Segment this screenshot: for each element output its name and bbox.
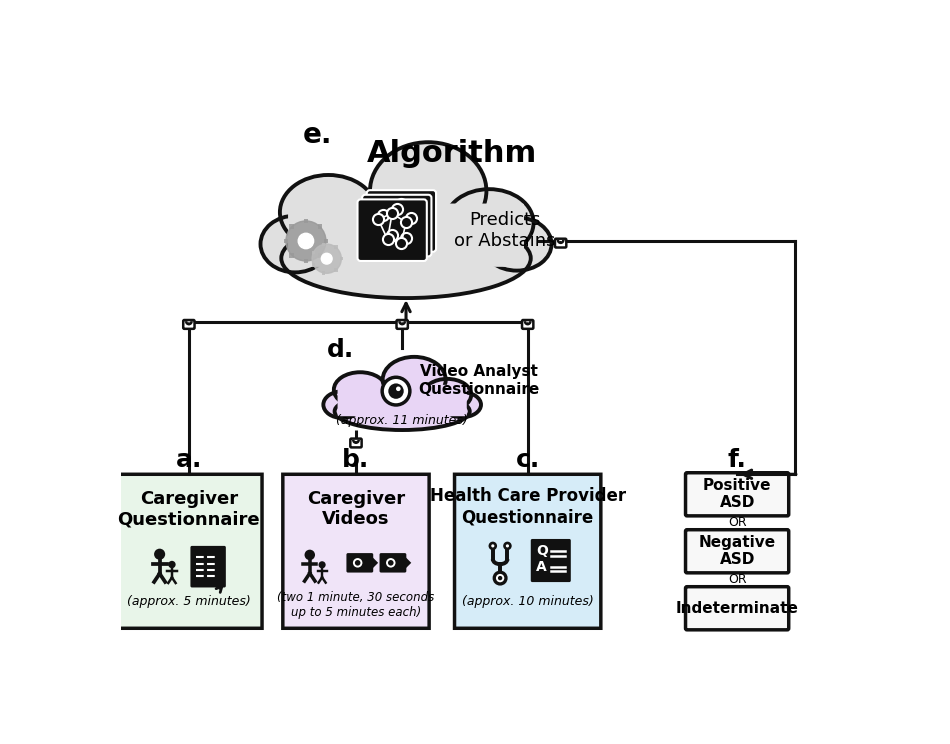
Circle shape — [382, 377, 409, 405]
Text: c.: c. — [516, 449, 540, 472]
Text: OR: OR — [728, 516, 747, 529]
FancyBboxPatch shape — [686, 530, 788, 573]
Ellipse shape — [323, 391, 361, 418]
Circle shape — [401, 322, 403, 324]
Ellipse shape — [483, 217, 552, 271]
FancyBboxPatch shape — [367, 190, 436, 251]
Circle shape — [353, 558, 362, 568]
FancyBboxPatch shape — [339, 257, 343, 260]
Circle shape — [321, 253, 332, 264]
Text: d.: d. — [327, 338, 354, 362]
Text: (approx. 10 minutes): (approx. 10 minutes) — [462, 595, 594, 608]
Ellipse shape — [445, 189, 534, 257]
FancyBboxPatch shape — [290, 225, 294, 229]
Circle shape — [504, 543, 510, 549]
Circle shape — [388, 560, 393, 565]
Text: Algorithm: Algorithm — [367, 138, 538, 167]
FancyBboxPatch shape — [522, 320, 533, 329]
Text: Health Care Provider
Questionnaire: Health Care Provider Questionnaire — [429, 487, 626, 526]
Circle shape — [396, 386, 401, 391]
Circle shape — [386, 558, 395, 568]
Polygon shape — [405, 557, 411, 569]
Ellipse shape — [370, 142, 486, 240]
Circle shape — [286, 221, 326, 261]
Ellipse shape — [260, 216, 330, 272]
Text: Negative
ASD: Negative ASD — [698, 535, 776, 568]
Text: OR: OR — [728, 574, 747, 586]
Text: (approx. 5 minutes): (approx. 5 minutes) — [127, 595, 251, 608]
FancyBboxPatch shape — [322, 243, 325, 246]
Text: Predicts
or Abstains: Predicts or Abstains — [454, 211, 556, 249]
Circle shape — [313, 244, 341, 273]
Text: (approx. 11 minutes): (approx. 11 minutes) — [336, 414, 468, 427]
FancyBboxPatch shape — [116, 474, 262, 628]
Text: Indeterminate: Indeterminate — [675, 600, 799, 616]
FancyBboxPatch shape — [283, 239, 288, 243]
FancyBboxPatch shape — [362, 195, 431, 257]
Text: (two 1 minute, 30 seconds
up to 5 minutes each): (two 1 minute, 30 seconds up to 5 minute… — [277, 591, 434, 619]
Circle shape — [298, 234, 314, 248]
Text: a.: a. — [176, 449, 202, 472]
Polygon shape — [371, 557, 378, 569]
FancyBboxPatch shape — [334, 246, 337, 249]
Circle shape — [318, 561, 326, 568]
FancyBboxPatch shape — [380, 553, 407, 573]
FancyBboxPatch shape — [317, 225, 322, 229]
Text: b.: b. — [342, 449, 370, 472]
Circle shape — [490, 543, 496, 549]
FancyBboxPatch shape — [183, 320, 195, 329]
FancyBboxPatch shape — [334, 269, 337, 272]
Circle shape — [154, 548, 165, 559]
Ellipse shape — [333, 372, 387, 407]
Circle shape — [355, 560, 360, 565]
FancyBboxPatch shape — [686, 587, 788, 630]
Circle shape — [389, 383, 404, 399]
FancyBboxPatch shape — [283, 474, 429, 628]
Circle shape — [526, 322, 529, 324]
Text: f.: f. — [728, 449, 747, 472]
FancyBboxPatch shape — [357, 199, 427, 261]
Circle shape — [494, 572, 506, 584]
Text: Caregiver
Questionnaire: Caregiver Questionnaire — [118, 490, 260, 528]
FancyBboxPatch shape — [288, 204, 524, 267]
Circle shape — [168, 561, 176, 568]
FancyBboxPatch shape — [531, 539, 571, 582]
Text: Positive
ASD: Positive ASD — [703, 478, 771, 510]
FancyBboxPatch shape — [555, 239, 566, 248]
Ellipse shape — [334, 393, 469, 430]
FancyBboxPatch shape — [347, 553, 373, 573]
Circle shape — [188, 322, 190, 324]
Circle shape — [355, 441, 357, 443]
FancyBboxPatch shape — [322, 271, 325, 275]
Text: A: A — [536, 559, 547, 574]
Ellipse shape — [281, 219, 531, 298]
Circle shape — [498, 576, 503, 580]
FancyBboxPatch shape — [190, 546, 226, 588]
Circle shape — [305, 550, 315, 560]
Circle shape — [560, 241, 561, 243]
Text: Caregiver
Videos: Caregiver Videos — [307, 490, 405, 528]
Ellipse shape — [280, 175, 377, 249]
FancyBboxPatch shape — [312, 263, 315, 267]
Text: Video Analyst
Questionnaire: Video Analyst Questionnaire — [419, 364, 540, 397]
Text: Q: Q — [536, 545, 548, 558]
FancyBboxPatch shape — [303, 219, 309, 223]
FancyBboxPatch shape — [290, 253, 294, 257]
Ellipse shape — [444, 392, 481, 417]
FancyBboxPatch shape — [317, 253, 322, 257]
FancyBboxPatch shape — [303, 259, 309, 263]
FancyBboxPatch shape — [686, 472, 788, 516]
FancyBboxPatch shape — [312, 251, 315, 254]
FancyBboxPatch shape — [351, 439, 362, 447]
Ellipse shape — [423, 379, 471, 411]
Text: e.: e. — [303, 121, 332, 150]
FancyBboxPatch shape — [324, 239, 329, 243]
FancyBboxPatch shape — [337, 385, 466, 416]
FancyBboxPatch shape — [396, 320, 408, 329]
FancyBboxPatch shape — [454, 474, 600, 628]
Ellipse shape — [383, 357, 446, 403]
